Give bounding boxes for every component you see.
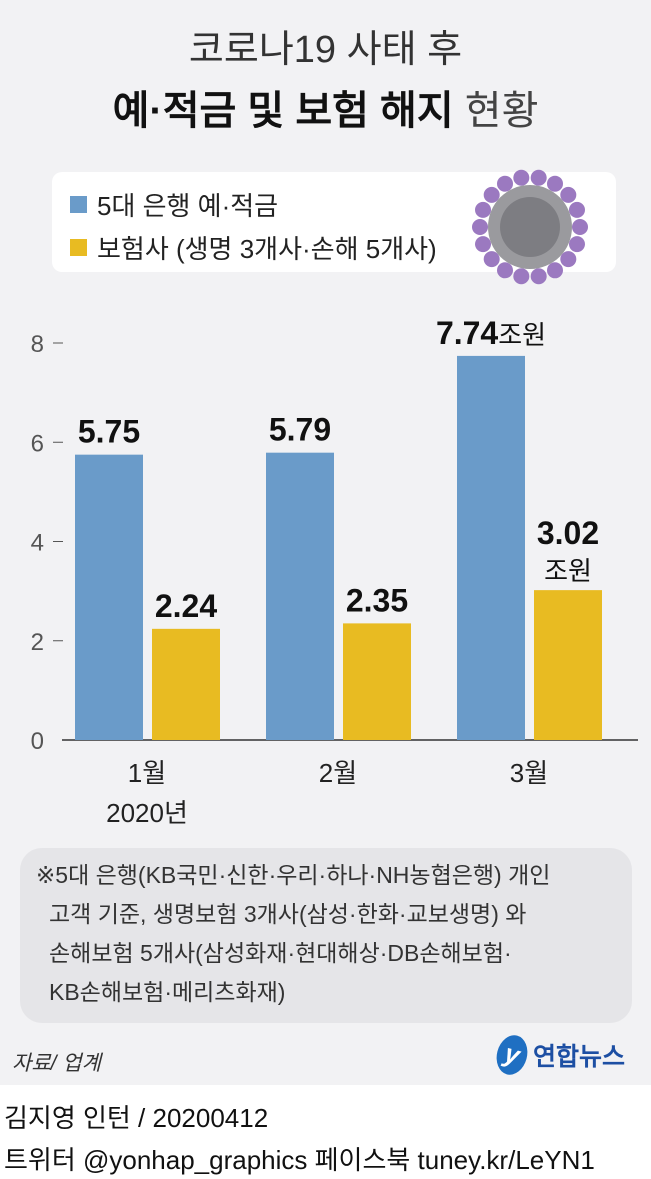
y-tick-label: 6 [31,430,44,457]
data-label: 7.74조원 [436,315,546,351]
data-value: 7.74 [436,315,498,351]
x-tick-label: 3월 [510,758,548,788]
virus-spike [568,236,585,253]
title-bold: 예·적금 및 보험 해지 [112,89,454,133]
footnote-box: ※5대 은행(KB국민·신한·우리·하나·NH농협은행) 개인 고객 기준, 생… [20,848,632,1023]
author-credit: 김지영 인턴 / 20200412 [4,1103,269,1133]
bar-bank [266,452,334,740]
x-year-label: 2020년 [106,798,188,828]
title-light: 현황 [464,89,539,133]
virus-spike [497,175,513,192]
virus-spike [560,186,577,203]
virus-spike [560,251,577,268]
data-unit: 조원 [498,320,546,350]
source-label: 자료/ 업계 [12,1052,101,1075]
data-label: 3.02 [537,515,599,551]
bar-insurance [152,628,220,740]
legend-swatch-blue [70,196,87,213]
y-tick-label: 2 [31,629,44,656]
virus-spike [530,169,547,186]
footnote-line: 손해보험 5개사(삼성화재·현대해상·DB손해보험· [49,940,512,966]
x-tick-label: 2월 [319,758,357,788]
virus-spike [513,268,530,285]
legend-label: 5대 은행 예·적금 [97,191,279,221]
legend-item-insurance: 보험사 (생명 3개사·손해 5개사) [70,229,437,266]
virus-spike [513,169,530,186]
yonhap-logo: y 연합뉴스 [492,1031,626,1079]
legend-label: 보험사 (생명 3개사·손해 5개사) [97,234,437,264]
legend-swatch-yellow [70,239,87,256]
virus-spike [475,236,492,253]
virus-spike [483,186,500,203]
virus-spike [475,201,492,218]
virus-spike [568,201,585,218]
y-tick-label: 0 [31,728,44,755]
x-tick-label: 1월 [128,758,166,788]
logo-mark: y [492,1031,532,1079]
virus-spike [472,219,488,235]
virus-spike [483,251,500,268]
data-label: 5.79 [269,412,331,448]
footnote-line: 고객 기준, 생명보험 3개사(삼성·한화·교보생명) 와 [49,901,527,927]
data-unit: 조원 [544,556,592,586]
bar-bank [457,355,525,740]
y-tick-label: 4 [31,530,44,557]
data-label: 5.75 [78,414,140,450]
virus-spike [530,268,547,285]
bar-insurance [534,590,602,740]
data-label: 2.24 [155,588,217,624]
virus-spike [547,262,563,279]
virus-spike [572,219,588,235]
virus-spike [547,175,563,192]
footnote-line: ※5대 은행(KB국민·신한·우리·하나·NH농협은행) 개인 [36,862,551,888]
bar-insurance [343,623,411,740]
logo-text: 연합뉴스 [533,1043,626,1071]
title-line2: 예·적금 및 보험 해지 현황 [0,78,651,136]
coronavirus-icon [472,169,588,285]
bar-bank [75,454,143,740]
virus-spike [497,262,513,279]
footnote-line: KB손해보험·메리츠화재) [49,979,286,1005]
social-links: 트위터 @yonhap_graphics 페이스북 tuney.kr/LeYN1 [4,1145,595,1175]
y-tick-label: 8 [31,331,44,358]
legend-item-bank: 5대 은행 예·적금 [70,186,278,223]
title-line1: 코로나19 사태 후 [188,29,463,71]
data-label: 2.35 [346,582,408,618]
